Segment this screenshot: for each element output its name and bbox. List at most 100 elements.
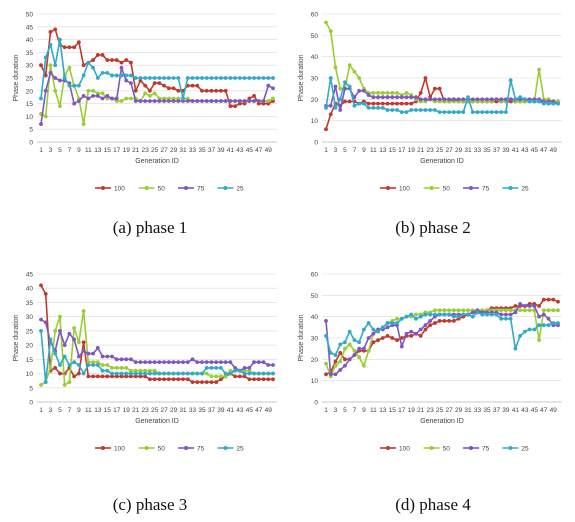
x-tick-label: 17 (113, 407, 121, 414)
x-tick-label: 15 (389, 407, 397, 414)
data-point-50 (143, 91, 148, 96)
data-point-50 (338, 359, 343, 364)
data-point-100 (162, 83, 167, 88)
data-point-100 (124, 58, 129, 62)
data-point-25 (72, 360, 77, 365)
data-point-100 (256, 377, 261, 382)
data-point-100 (247, 377, 252, 382)
data-point-75 (475, 97, 480, 102)
data-point-25 (195, 76, 200, 80)
data-point-50 (324, 20, 328, 25)
y-tick-label: 0 (29, 400, 33, 407)
data-point-100 (133, 374, 138, 379)
data-point-50 (86, 360, 91, 365)
data-point-25 (423, 312, 428, 317)
data-point-50 (271, 96, 275, 101)
data-point-100 (152, 81, 157, 86)
data-point-75 (428, 319, 433, 323)
data-point-25 (204, 76, 209, 80)
data-point-75 (147, 99, 152, 103)
data-point-25 (432, 108, 437, 112)
x-tick-label: 45 (246, 407, 254, 414)
data-point-25 (266, 371, 271, 376)
x-tick-label: 31 (464, 407, 472, 414)
data-point-100 (242, 374, 247, 379)
data-point-100 (81, 63, 86, 68)
data-point-25 (58, 37, 62, 42)
data-point-50 (447, 308, 452, 313)
data-point-25 (556, 101, 560, 106)
data-point-100 (537, 304, 541, 308)
data-point-50 (72, 326, 77, 330)
x-tick-label: 45 (531, 407, 539, 414)
caption-phase-4: (d) phase 4 (395, 495, 471, 514)
data-point-75 (181, 360, 185, 365)
legend-label-50: 50 (158, 185, 166, 192)
data-point-25 (541, 101, 546, 106)
legend-label-100: 100 (114, 445, 125, 452)
data-point-50 (366, 348, 371, 353)
data-point-25 (390, 108, 395, 112)
x-tick-label: 23 (427, 407, 435, 414)
x-tick-label: 3 (334, 147, 338, 154)
data-point-50 (110, 365, 114, 370)
x-tick-label: 43 (521, 407, 529, 414)
x-tick-label: 25 (151, 147, 159, 154)
y-tick-label: 50 (311, 293, 319, 300)
legend-label-100: 100 (399, 185, 410, 192)
y-tick-label: 35 (26, 300, 34, 307)
data-point-25 (242, 76, 247, 80)
data-point-50 (91, 360, 95, 365)
data-point-75 (432, 97, 437, 102)
data-point-25 (447, 110, 452, 115)
data-point-75 (91, 94, 95, 98)
data-point-25 (485, 110, 489, 115)
data-point-100 (190, 83, 195, 88)
data-point-50 (53, 328, 58, 333)
data-point-75 (223, 99, 228, 103)
data-point-100 (147, 88, 152, 93)
x-axis-title: Generation ID (420, 158, 464, 165)
x-tick-label: 37 (208, 147, 216, 154)
data-point-75 (357, 88, 362, 93)
y-tick-label: 10 (311, 118, 319, 125)
data-point-100 (237, 374, 242, 379)
x-tick-label: 29 (455, 407, 463, 414)
data-point-100 (261, 377, 266, 382)
data-point-25 (147, 76, 152, 80)
data-point-50 (361, 363, 366, 368)
data-point-25 (499, 110, 504, 115)
x-tick-label: 33 (189, 407, 197, 414)
data-point-100 (204, 88, 209, 93)
data-point-50 (228, 368, 233, 373)
data-point-25 (81, 371, 86, 376)
data-point-25 (541, 323, 546, 328)
data-point-75 (105, 354, 110, 359)
data-point-100 (76, 40, 81, 45)
data-point-100 (418, 333, 423, 338)
data-point-100 (204, 380, 209, 384)
data-point-100 (546, 297, 551, 302)
data-point-100 (157, 377, 162, 382)
legend-marker-75 (469, 186, 473, 190)
data-point-25 (86, 363, 91, 367)
data-point-75 (333, 84, 338, 89)
data-point-100 (271, 377, 275, 382)
x-tick-label: 17 (398, 407, 406, 414)
x-tick-label: 17 (113, 147, 121, 154)
data-point-100 (114, 374, 119, 379)
data-point-25 (100, 368, 105, 373)
y-tick-label: 5 (29, 385, 33, 392)
data-point-75 (385, 325, 390, 330)
y-tick-label: 15 (26, 101, 34, 108)
data-point-75 (72, 337, 77, 342)
x-tick-label: 27 (160, 407, 168, 414)
caption-phase-3: (c) phase 3 (112, 495, 188, 514)
legend-label-50: 50 (443, 185, 451, 192)
data-point-100 (399, 101, 404, 106)
data-point-50 (48, 63, 53, 68)
data-point-25 (324, 333, 328, 338)
data-point-50 (395, 316, 399, 321)
data-point-75 (271, 86, 275, 91)
data-point-25 (352, 338, 357, 343)
